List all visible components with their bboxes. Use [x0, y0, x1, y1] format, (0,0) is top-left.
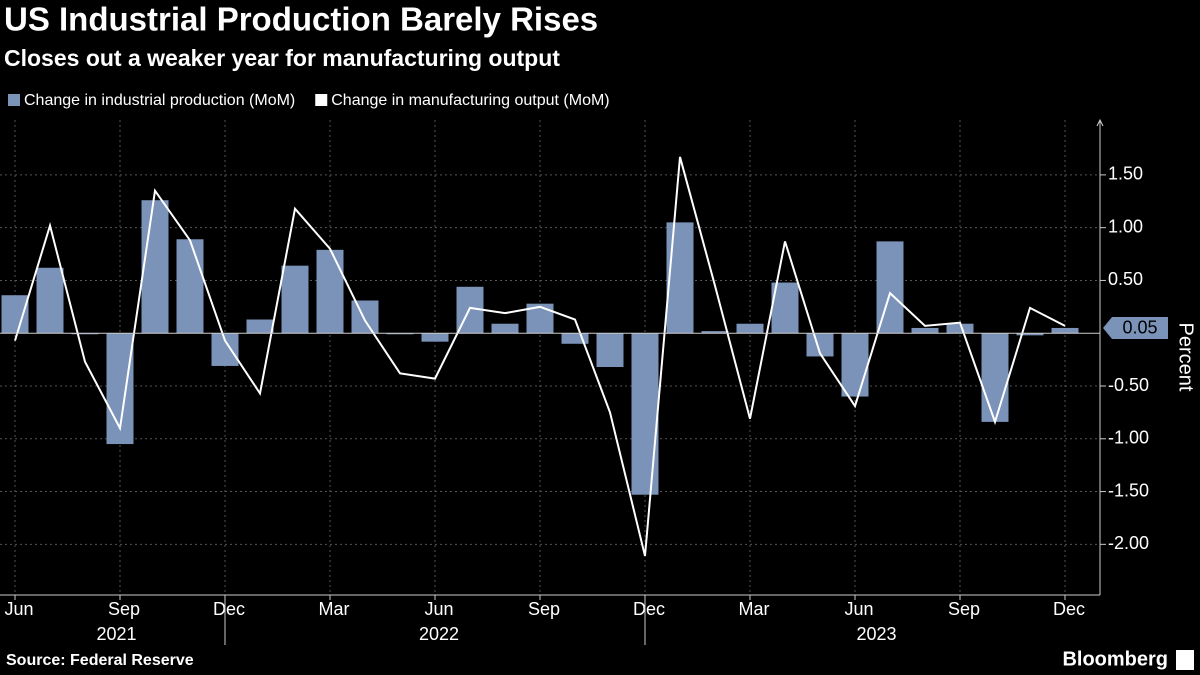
y-tick-label: -0.50	[1108, 375, 1149, 395]
bar	[421, 333, 449, 342]
bar	[1051, 327, 1079, 334]
y-tick-label: -1.50	[1108, 480, 1149, 500]
legend-swatch	[315, 94, 328, 106]
bar	[1, 295, 29, 334]
y-tick-label: 0.50	[1108, 269, 1143, 289]
bar	[316, 249, 344, 334]
bar	[351, 300, 379, 334]
bar	[141, 200, 169, 334]
legend-swatch	[8, 94, 20, 106]
bar	[876, 241, 904, 334]
bar	[736, 323, 764, 334]
brand-icon	[1176, 650, 1194, 670]
bar	[946, 323, 974, 334]
brand: Bloomberg	[1062, 648, 1168, 670]
year-label: 2021	[96, 624, 136, 644]
bar	[561, 333, 589, 344]
x-tick-label: Mar	[739, 599, 770, 619]
value-label: 0.05	[1122, 318, 1157, 338]
legend-label: Change in manufacturing output (MoM)	[331, 92, 609, 109]
x-tick-label: Sep	[948, 599, 980, 619]
bar	[281, 265, 309, 334]
y-tick-label: 1.50	[1108, 164, 1143, 184]
x-tick-label: Mar	[319, 599, 350, 619]
x-tick-label: Jun	[4, 599, 33, 619]
x-tick-label: Jun	[844, 599, 873, 619]
y-tick-label: -1.00	[1108, 428, 1149, 448]
x-tick-label: Dec	[213, 599, 245, 619]
bar	[981, 333, 1009, 422]
line	[14, 156, 1066, 557]
bar	[596, 333, 624, 367]
year-label: 2023	[856, 624, 896, 644]
y-axis-label: Percent	[1175, 323, 1197, 392]
year-label: 2022	[419, 624, 459, 644]
bar	[1016, 333, 1044, 336]
bar	[386, 333, 414, 335]
chart-subtitle: Closes out a weaker year for manufacturi…	[4, 45, 560, 71]
x-tick-label: Dec	[633, 599, 665, 619]
x-tick-label: Sep	[528, 599, 560, 619]
x-tick-label: Dec	[1053, 599, 1085, 619]
bar	[491, 323, 519, 334]
bar	[631, 333, 659, 495]
bar	[176, 239, 204, 334]
legend-label: Change in industrial production (MoM)	[24, 92, 295, 109]
y-axis-arrow	[1096, 118, 1104, 127]
bar	[71, 333, 99, 335]
bar	[841, 333, 869, 397]
bar	[246, 319, 274, 334]
chart-title: US Industrial Production Barely Rises	[4, 1, 598, 38]
bar	[701, 331, 729, 334]
bar	[666, 222, 694, 334]
x-tick-label: Sep	[108, 599, 140, 619]
bar	[911, 327, 939, 334]
bar	[806, 333, 834, 357]
bar	[36, 267, 64, 334]
y-tick-label: -2.00	[1108, 533, 1149, 553]
value-tag	[1103, 316, 1168, 339]
y-tick-label: 1.00	[1108, 216, 1143, 236]
source: Source: Federal Reserve	[6, 652, 194, 669]
x-tick-label: Jun	[424, 599, 453, 619]
